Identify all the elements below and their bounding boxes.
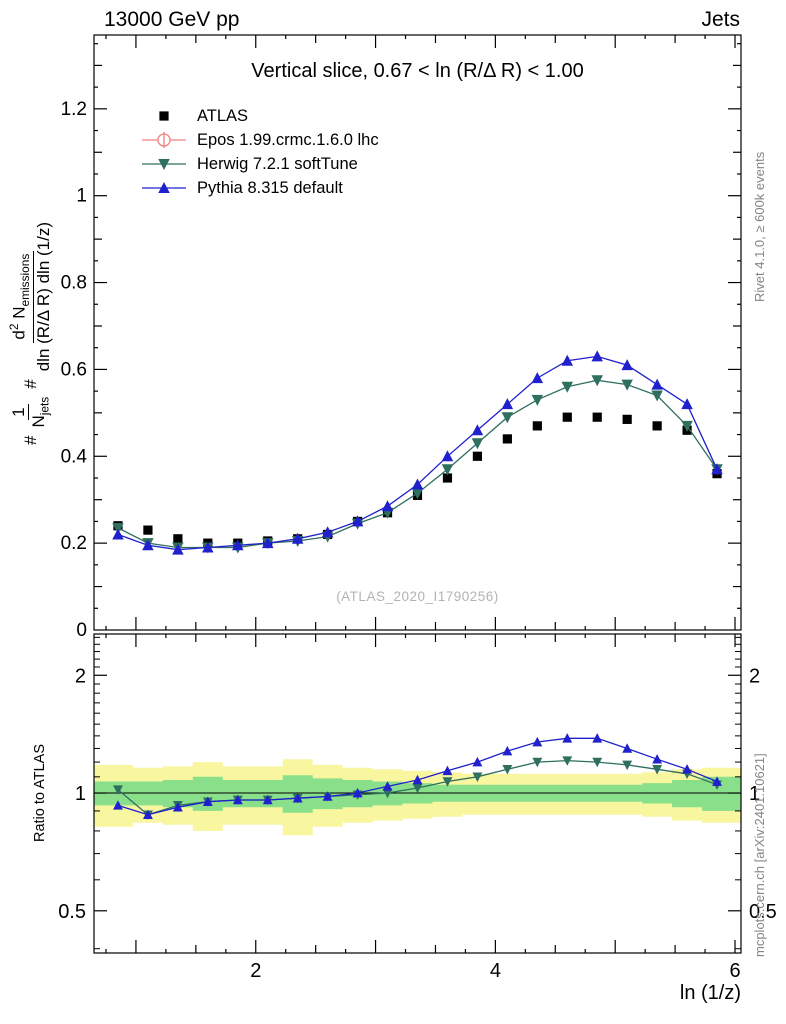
svg-text:0: 0 [76, 620, 87, 641]
legend-label-epos: Epos 1.99.crmc.1.6.0 lhc [197, 130, 379, 149]
fraction-one-over-njets: 1 Njets [8, 396, 52, 428]
beam-energy-label: 13000 GeV pp [104, 8, 240, 31]
process-label: Jets [701, 8, 740, 31]
svg-text:1: 1 [76, 186, 87, 207]
svg-text:2: 2 [250, 960, 261, 982]
svg-text:1: 1 [749, 783, 760, 805]
hash-symbol: # [20, 435, 40, 446]
legend-label-herwig: Herwig 7.2.1 softTune [197, 154, 358, 173]
legend-item-epos: Epos 1.99.crmc.1.6.0 lhc [140, 128, 379, 152]
svg-text:6: 6 [729, 960, 740, 982]
svg-text:2: 2 [75, 665, 86, 687]
ratio-y-axis-label: Ratio to ATLAS [32, 743, 48, 843]
legend-item-herwig: Herwig 7.2.1 softTune [140, 152, 379, 176]
svg-text:0.4: 0.4 [61, 446, 88, 467]
herwig-triangle-marker-icon [140, 154, 188, 174]
pythia-triangle-marker-icon [140, 178, 188, 198]
svg-text:2: 2 [749, 665, 760, 687]
mcplots-citation-note: mcplots.cern.ch [arXiv:2401.10621] [752, 753, 767, 957]
fraction-d2n-emissions: d2 Nemissions dln (R/Δ R) dln (1/z) [7, 222, 53, 372]
legend-label-pythia: Pythia 8.315 default [197, 178, 343, 197]
analysis-id-watermark: (ATLAS_2020_I1790256) [336, 589, 499, 604]
svg-text:0.8: 0.8 [61, 273, 87, 294]
legend-item-pythia: Pythia 8.315 default [140, 176, 379, 200]
svg-text:0.6: 0.6 [61, 359, 87, 380]
svg-text:0.5: 0.5 [749, 901, 777, 923]
plot-title: Vertical slice, 0.67 < ln (R/Δ R) < 1.00 [251, 60, 584, 82]
legend-item-atlas: ATLAS [140, 104, 379, 128]
hash-symbol: # [20, 379, 40, 389]
rivet-version-note: Rivet 4.1.0, ≥ 600k events [752, 151, 767, 302]
legend: ATLAS Epos 1.99.crmc.1.6.0 lhc Herwig 7.… [140, 104, 379, 200]
svg-text:1.2: 1.2 [61, 99, 87, 120]
atlas-square-marker-icon [140, 106, 188, 126]
legend-label-atlas: ATLAS [197, 106, 249, 125]
svg-text:0.5: 0.5 [58, 901, 86, 923]
main-y-axis-label: # 1 Njets # d2 Nemissions dln (R/Δ R) dl… [7, 34, 53, 630]
svg-text:0.2: 0.2 [61, 533, 87, 554]
svg-text:4: 4 [490, 960, 501, 982]
x-axis-label: ln (1/z) [679, 982, 741, 1004]
svg-text:1: 1 [75, 783, 86, 805]
epos-circle-marker-icon [140, 130, 188, 150]
